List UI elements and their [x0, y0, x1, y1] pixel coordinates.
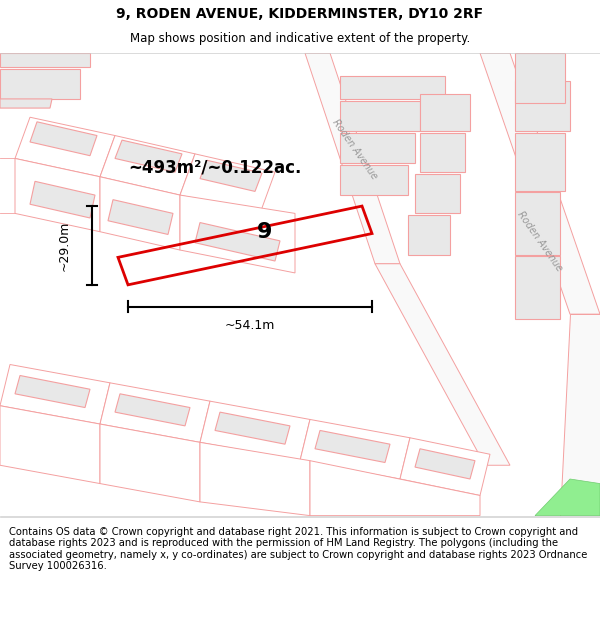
Polygon shape — [215, 412, 290, 444]
Polygon shape — [15, 376, 90, 408]
Text: ~54.1m: ~54.1m — [225, 319, 275, 332]
Polygon shape — [315, 431, 390, 462]
Polygon shape — [100, 383, 210, 442]
Polygon shape — [180, 154, 275, 213]
Polygon shape — [0, 364, 110, 424]
Polygon shape — [15, 159, 100, 232]
Polygon shape — [515, 132, 565, 191]
Polygon shape — [400, 438, 490, 496]
Text: Contains OS data © Crown copyright and database right 2021. This information is : Contains OS data © Crown copyright and d… — [9, 526, 587, 571]
Polygon shape — [100, 424, 200, 502]
Polygon shape — [340, 165, 408, 195]
Polygon shape — [420, 94, 470, 131]
Text: Map shows position and indicative extent of the property.: Map shows position and indicative extent… — [130, 32, 470, 45]
Polygon shape — [300, 419, 410, 479]
Polygon shape — [200, 401, 310, 461]
Polygon shape — [108, 199, 173, 234]
Polygon shape — [30, 122, 97, 156]
Polygon shape — [480, 53, 600, 314]
Text: 9: 9 — [257, 222, 272, 242]
Polygon shape — [0, 69, 80, 99]
Polygon shape — [115, 394, 190, 426]
Text: Roden Avenue: Roden Avenue — [331, 118, 379, 181]
Polygon shape — [0, 406, 100, 484]
Polygon shape — [515, 81, 570, 131]
Polygon shape — [408, 215, 450, 254]
Polygon shape — [535, 479, 600, 516]
Polygon shape — [15, 118, 115, 177]
Polygon shape — [0, 53, 90, 67]
Polygon shape — [340, 101, 420, 131]
Polygon shape — [180, 195, 295, 273]
Text: ~29.0m: ~29.0m — [58, 220, 71, 271]
Polygon shape — [200, 160, 262, 191]
Polygon shape — [515, 192, 560, 254]
Polygon shape — [340, 76, 445, 99]
Polygon shape — [515, 256, 560, 319]
Text: 9, RODEN AVENUE, KIDDERMINSTER, DY10 2RF: 9, RODEN AVENUE, KIDDERMINSTER, DY10 2RF — [116, 8, 484, 21]
Polygon shape — [310, 461, 480, 516]
Polygon shape — [115, 140, 182, 172]
Polygon shape — [30, 181, 95, 218]
Polygon shape — [420, 132, 465, 172]
Polygon shape — [560, 314, 600, 516]
Polygon shape — [100, 136, 195, 195]
Text: ~493m²/~0.122ac.: ~493m²/~0.122ac. — [128, 159, 302, 177]
Polygon shape — [0, 99, 52, 108]
Polygon shape — [200, 442, 310, 516]
Polygon shape — [415, 174, 460, 213]
Polygon shape — [100, 177, 180, 250]
Polygon shape — [515, 53, 565, 104]
Polygon shape — [195, 222, 280, 261]
Polygon shape — [305, 53, 400, 264]
Polygon shape — [415, 449, 475, 479]
Polygon shape — [375, 264, 510, 465]
Text: Roden Avenue: Roden Avenue — [515, 209, 565, 272]
Polygon shape — [340, 132, 415, 163]
